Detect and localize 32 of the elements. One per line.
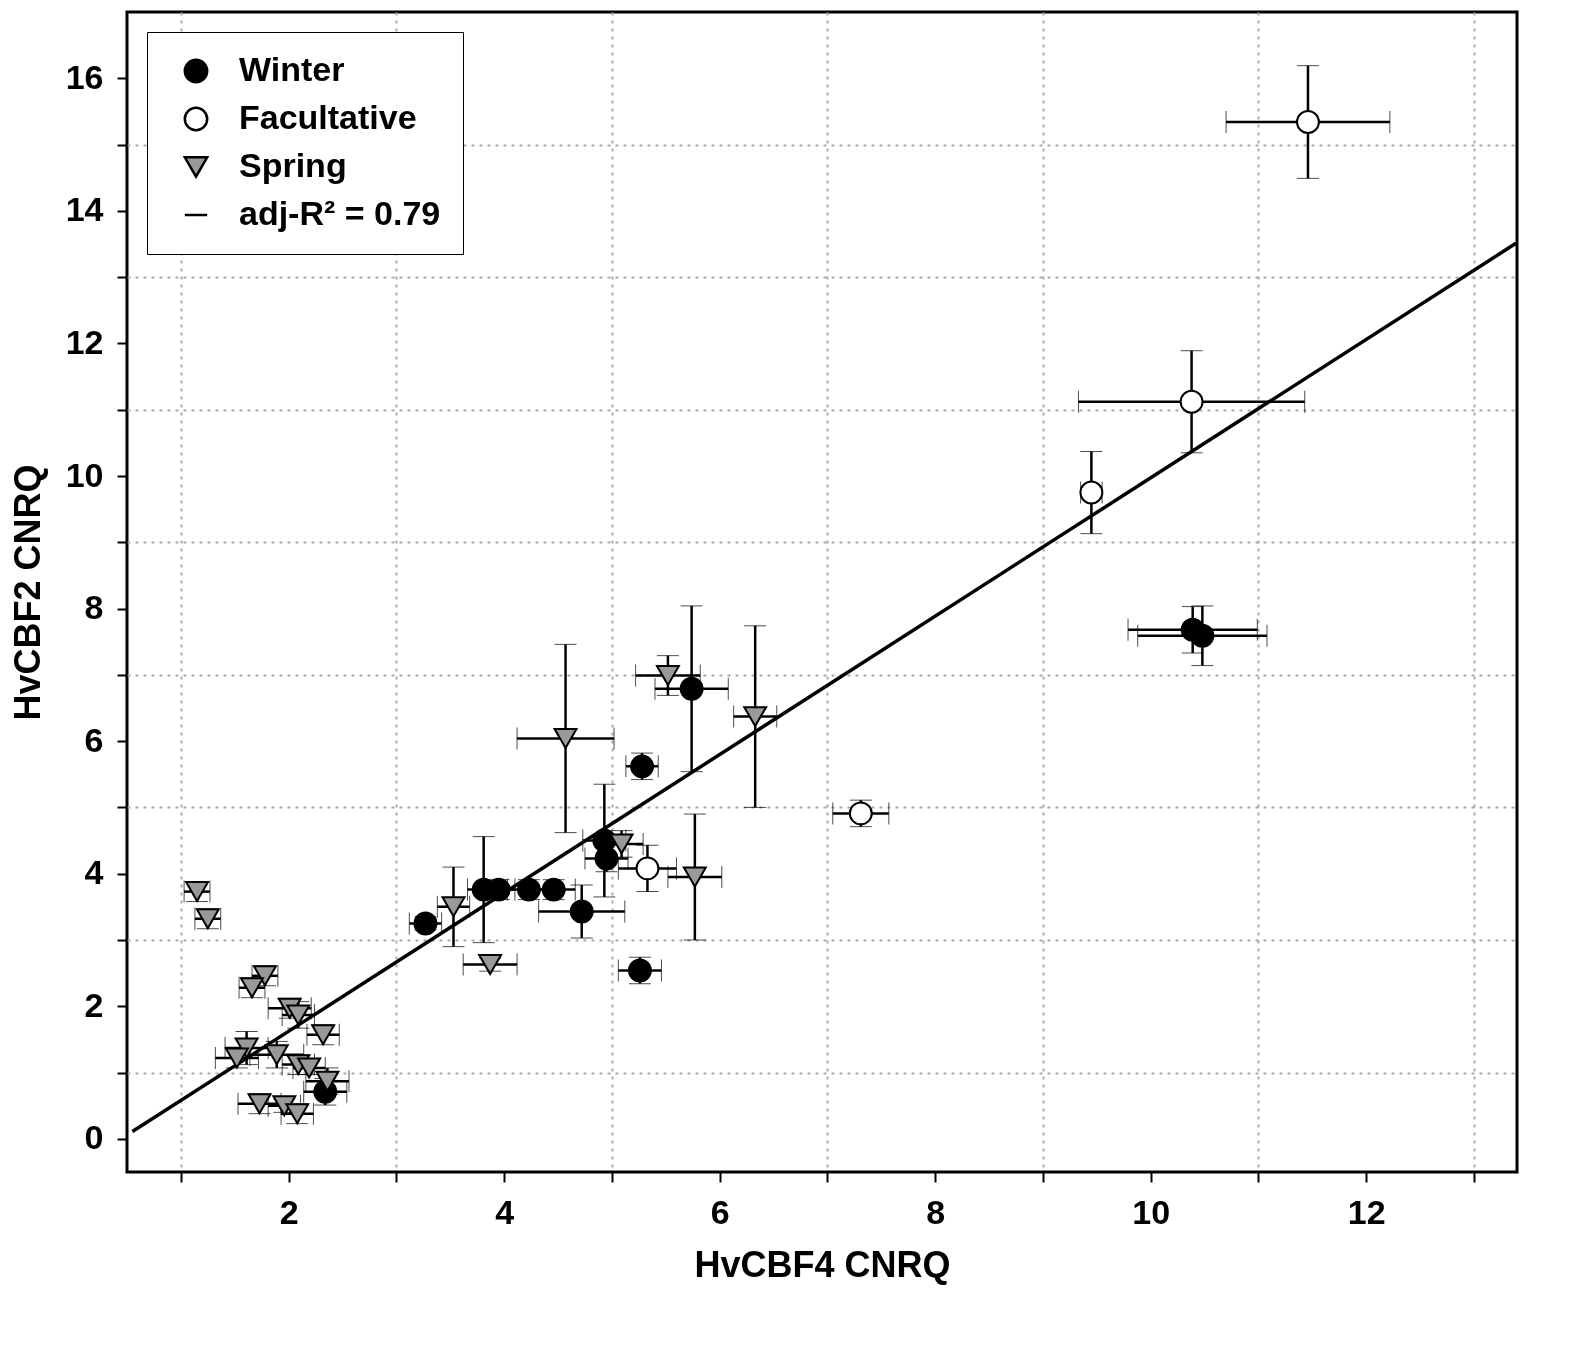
legend-label: Winter [239, 50, 345, 88]
legend-label: Spring [239, 146, 347, 184]
point [1190, 623, 1215, 648]
y-tick-label: 4 [84, 853, 104, 892]
point [682, 866, 707, 888]
point [1179, 389, 1204, 414]
point [569, 899, 594, 924]
point [1296, 110, 1320, 134]
y-tick-label: 6 [84, 720, 104, 759]
y-tick-label: 2 [84, 985, 104, 1024]
y-tick-label: 14 [65, 190, 104, 229]
y-tick-label: 0 [84, 1118, 104, 1157]
point [635, 856, 660, 881]
y-tick-label: 8 [84, 588, 104, 627]
point [743, 706, 768, 728]
y-tick-label: 10 [65, 455, 104, 494]
point [441, 896, 466, 918]
point [679, 676, 704, 701]
legend-label: adj-R² = 0.79 [239, 194, 441, 232]
x-tick-label: 12 [1347, 1192, 1386, 1231]
y-axis-title: HvCBF2 CNRQ [6, 464, 48, 721]
point [553, 728, 578, 749]
y-tick-label: 12 [65, 322, 104, 361]
x-tick-label: 2 [279, 1192, 299, 1231]
x-axis-title: HvCBF4 CNRQ [694, 1243, 951, 1285]
y-tick-label: 16 [65, 57, 104, 96]
x-tick-label: 6 [710, 1192, 730, 1231]
x-tick-label: 4 [495, 1192, 515, 1231]
x-tick-label: 8 [926, 1192, 946, 1231]
point [655, 665, 680, 687]
x-tick-label: 10 [1132, 1192, 1171, 1231]
legend-label: Facultative [239, 98, 417, 136]
